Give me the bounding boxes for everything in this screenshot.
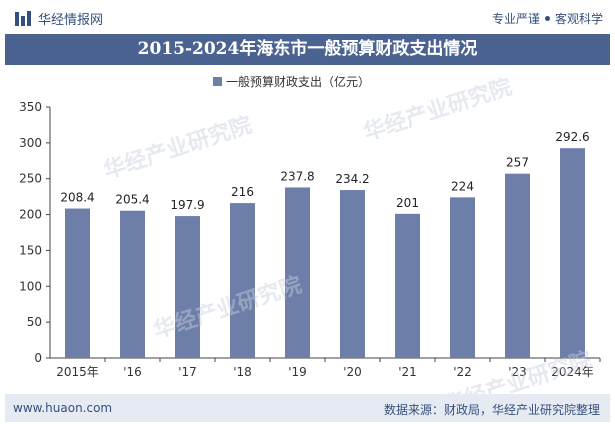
data-source: 数据来源：财政局，华经产业研究院整理 xyxy=(383,403,600,417)
bar xyxy=(450,197,475,358)
data-label: 197.9 xyxy=(170,198,204,212)
bar xyxy=(230,203,255,358)
website-link[interactable]: www.huaon.com xyxy=(13,401,113,415)
data-label: 237.8 xyxy=(280,169,314,183)
data-label: 205.4 xyxy=(115,193,149,207)
x-tick-label: '19 xyxy=(288,365,307,379)
bar xyxy=(285,187,310,358)
y-tick-label: 200 xyxy=(19,208,42,222)
tagline-2: 客观科学 xyxy=(554,12,603,26)
tagline-1: 专业严谨 xyxy=(491,12,540,26)
y-tick-label: 350 xyxy=(19,100,42,114)
y-tick-label: 100 xyxy=(19,279,42,293)
x-tick-label: '16 xyxy=(123,365,142,379)
bar xyxy=(120,210,145,358)
bar xyxy=(340,190,365,358)
data-label: 224 xyxy=(451,179,474,193)
data-label: 216 xyxy=(231,185,254,199)
x-tick-label: 2024年 xyxy=(551,365,594,379)
y-tick-label: 50 xyxy=(27,315,42,329)
chart-area: 一般预算财政支出（亿元） 0 50 100 150 200 250 300 350 208.4 20… xyxy=(0,65,615,392)
data-label: 292.6 xyxy=(555,130,589,144)
header: 华经情报网 专业严谨 客观科学 xyxy=(0,0,615,34)
x-tick-label: '21 xyxy=(398,365,417,379)
y-tick-label: 150 xyxy=(19,243,42,257)
bar-chart: 一般预算财政支出（亿元） 0 50 100 150 200 250 300 350 208.4 20… xyxy=(19,74,601,379)
logo-icon xyxy=(15,11,31,26)
footer: www.huaon.com 数据来源：财政局，华经产业研究院整理 xyxy=(5,394,610,422)
data-label: 201 xyxy=(396,196,419,210)
data-label: 234.2 xyxy=(335,172,369,186)
x-tick-label: '17 xyxy=(178,365,197,379)
bar xyxy=(65,208,90,358)
data-label: 257 xyxy=(506,156,529,170)
data-label: 208.4 xyxy=(60,191,94,205)
bar xyxy=(505,173,530,358)
bar xyxy=(560,148,585,358)
y-tick-label: 300 xyxy=(19,136,42,150)
title-bar: 2015-2024年海东市一般预算财政支出情况 xyxy=(5,34,610,65)
x-tick-label: '18 xyxy=(233,365,252,379)
legend-label: 一般预算财政支出（亿元） xyxy=(226,74,370,89)
legend-swatch xyxy=(213,77,222,86)
x-tick-label: '20 xyxy=(343,365,362,379)
bar xyxy=(395,213,420,358)
bar xyxy=(175,216,200,358)
y-tick-label: 250 xyxy=(19,172,42,186)
y-tick-label: 0 xyxy=(34,351,42,365)
tagline: 专业严谨 客观科学 xyxy=(492,10,603,27)
separator-dot-icon xyxy=(544,16,550,21)
x-tick-label: '23 xyxy=(508,365,527,379)
x-tick-label: '22 xyxy=(453,365,472,379)
x-tick-label: 2015年 xyxy=(56,365,99,379)
brand[interactable]: 华经情报网 xyxy=(14,9,103,28)
brand-name: 华经情报网 xyxy=(38,13,104,28)
chart-title: 2015-2024年海东市一般预算财政支出情况 xyxy=(137,39,478,59)
